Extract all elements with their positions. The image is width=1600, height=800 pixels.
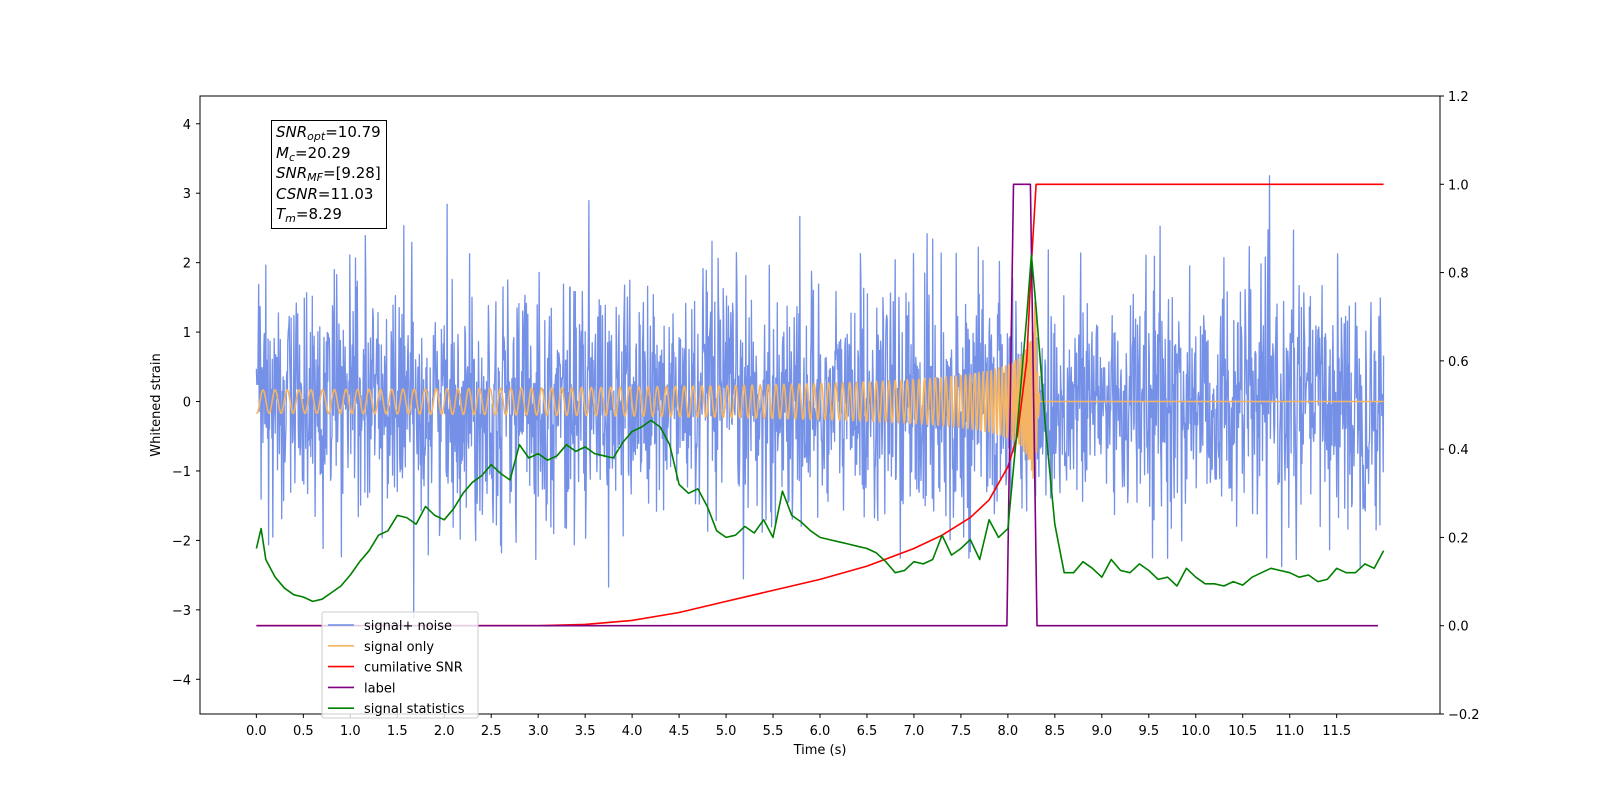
- x-tick-label: 4.5: [669, 724, 690, 739]
- x-axis-label: Time (s): [793, 743, 847, 758]
- legend-box: [321, 611, 479, 719]
- x-axis: 0.0 0.5 1.0 1.5 2.0 2.5 3.0 3.5 4.0 4.5 5.0 5.5 6.0 6…: [246, 714, 1351, 739]
- y2-tick-label: 1.2: [1448, 90, 1469, 105]
- legend-label: signal+ noise: [364, 619, 452, 634]
- y2-tick-label: 1.0: [1448, 178, 1469, 193]
- x-tick-label: 8.5: [1045, 724, 1066, 739]
- y-axis-right: 1.2 1.0 0.8 0.6 0.4 0.2 0.0 −0.2: [1440, 90, 1480, 723]
- y-tick-label: 0: [183, 396, 191, 411]
- x-tick-label: 1.0: [340, 724, 361, 739]
- y2-tick-label: 0.6: [1448, 355, 1469, 370]
- x-tick-label: 5.0: [716, 724, 737, 739]
- series-line-0: [255, 175, 1385, 619]
- x-tick-label: 2.0: [434, 724, 455, 739]
- y-tick-label: 3: [183, 187, 191, 202]
- x-tick-label: 11.0: [1275, 724, 1304, 739]
- y2-tick-label: 0.2: [1448, 531, 1469, 546]
- snr-mf-row: SNRMF=[9.28]: [276, 164, 381, 184]
- x-tick-label: 7.0: [904, 724, 925, 739]
- merger-time-row: Tm=8.29: [276, 205, 342, 225]
- series-line-4: [255, 254, 1385, 603]
- y-tick-label: 4: [183, 118, 191, 133]
- y-axis-label: Whitened strain: [149, 353, 164, 456]
- y2-tick-label: 0.4: [1448, 443, 1469, 458]
- x-tick-label: 3.0: [528, 724, 549, 739]
- legend-label: signal statistics: [364, 702, 465, 717]
- x-tick-label: 4.0: [622, 724, 643, 739]
- x-tick-label: 1.5: [387, 724, 408, 739]
- y2-tick-label: 0.0: [1448, 620, 1469, 635]
- x-tick-label: 5.5: [763, 724, 784, 739]
- x-tick-label: 0.5: [293, 724, 314, 739]
- snr-opt-row: SNRopt=10.79: [276, 123, 381, 143]
- legend: signal+ noise signal only cumilative SNR la…: [321, 611, 479, 719]
- series-layer: [255, 175, 1385, 627]
- y2-tick-label: −0.2: [1448, 708, 1480, 723]
- x-tick-label: 3.5: [575, 724, 596, 739]
- chirp-mass-row: Mc=20.29: [276, 143, 351, 164]
- y-tick-label: −4: [172, 673, 191, 688]
- legend-label: signal only: [364, 640, 434, 655]
- series-line-3: [256, 183, 1378, 627]
- legend-label: cumilative SNR: [364, 661, 463, 676]
- x-tick-label: 11.5: [1322, 724, 1351, 739]
- csnr-row: CSNR=11.03: [276, 184, 374, 203]
- x-tick-label: 8.0: [998, 724, 1019, 739]
- y-tick-label: 2: [183, 257, 191, 272]
- x-tick-label: 10.0: [1181, 724, 1210, 739]
- series-line-1: [255, 300, 1385, 479]
- x-tick-label: 9.5: [1138, 724, 1159, 739]
- x-tick-label: 6.5: [857, 724, 878, 739]
- y-tick-label: −2: [172, 534, 191, 549]
- y-tick-label: 1: [183, 326, 191, 341]
- x-tick-label: 0.0: [246, 724, 267, 739]
- x-tick-label: 7.5: [951, 724, 972, 739]
- series-line-2: [256, 183, 1384, 627]
- y-tick-label: −1: [172, 465, 191, 480]
- legend-label: label: [364, 681, 395, 696]
- y2-tick-label: 0.8: [1448, 267, 1469, 282]
- x-tick-label: 6.0: [810, 724, 831, 739]
- y-axis-left: 4 3 2 1 0 −1 −2 −3 −4: [172, 118, 200, 688]
- x-tick-label: 10.5: [1228, 724, 1257, 739]
- x-tick-label: 2.5: [481, 724, 502, 739]
- y-tick-label: −3: [172, 604, 191, 619]
- metrics-annotation: SNRopt=10.79 Mc=20.29 SNRMF=[9.28] CSNR=…: [271, 120, 387, 229]
- x-tick-label: 9.0: [1091, 724, 1112, 739]
